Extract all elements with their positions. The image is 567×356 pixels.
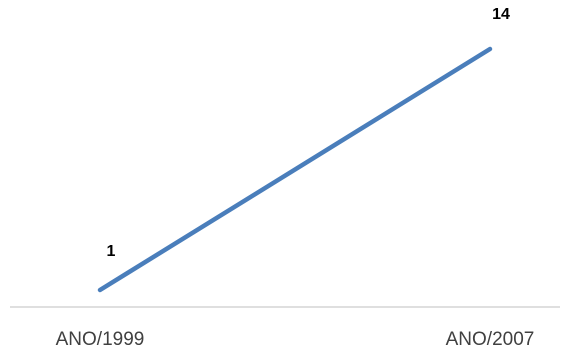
x-axis-tick-labels: ANO/1999 ANO/2007 [56, 329, 535, 350]
x-tick-label-0: ANO/1999 [56, 329, 145, 350]
x-tick-label-1: ANO/2007 [446, 329, 535, 350]
data-label-0: 1 [107, 243, 116, 260]
series-layer [97, 46, 493, 293]
series-line-0 [97, 46, 493, 293]
data-label-1: 14 [492, 6, 510, 23]
data-labels: 1 14 [107, 6, 510, 260]
